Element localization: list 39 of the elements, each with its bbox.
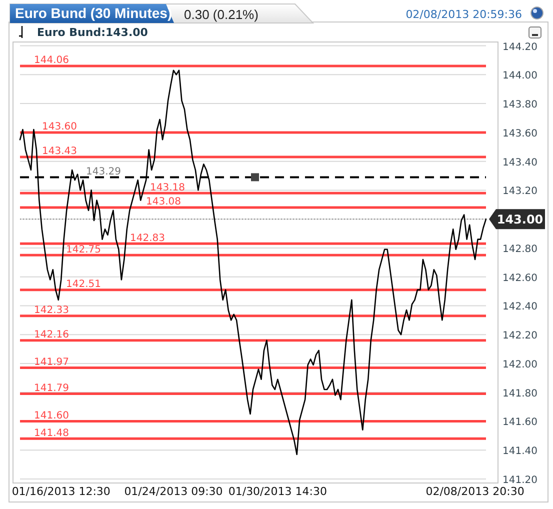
ref-line-label: 141.97 [34,357,69,368]
y-tick-label: 144.00 [502,70,538,82]
y-tick-label: 143.20 [502,186,538,198]
x-tick-label: 01/30/2013 14:30 [228,485,327,498]
y-tick-label: 141.20 [502,475,538,486]
ref-line-label: 142.33 [34,305,69,316]
ref-line-label: 141.79 [34,383,69,394]
y-tick-label: 143.40 [502,157,538,168]
y-tick-label: 142.20 [502,330,538,342]
y-tick-label: 142.00 [502,359,538,370]
ref-line-label: 143.43 [42,146,77,158]
y-tick-label: 143.80 [502,100,538,111]
text: 02/08/2013 20:59:36 [406,8,522,21]
x-tick-label: 01/16/2013 12:30 [12,485,110,498]
x-tick-label: 01/24/2013 09:30 [124,485,223,498]
ref-line-label: 141.48 [34,428,69,439]
ref-line-label: 143.18 [150,182,185,194]
y-tick-label: 142.80 [502,244,538,255]
ref-line-label: 144.06 [34,55,69,66]
chart-subtitle: 0.30 (0.21%) [184,7,258,22]
y-tick-label: 142.40 [502,302,538,313]
ref-line-label: 142.16 [34,330,69,341]
y-tick-label: 141.80 [502,388,538,400]
ref-line-label: 143.08 [146,196,181,208]
x-tick-label: 02/08/2013 20:30 [426,485,524,498]
ref-line-label: 143.00 [496,212,544,227]
y-tick-label: 144.20 [502,42,538,53]
ref-line-label: 143.60 [42,122,77,133]
y-tick-label: 143.60 [502,128,538,140]
line-series [19,70,487,456]
ref-line-label: 141.60 [34,410,69,422]
ref-line-label: 142.51 [66,279,101,290]
ref-line-label: 143.29 [86,166,121,178]
y-tick-label: 141.40 [502,446,538,458]
text: Euro Bund:143.00 [37,26,148,39]
ref-line-label: 142.83 [130,232,165,244]
y-tick-label: 141.60 [502,417,538,428]
ref-line-label: 142.75 [66,244,101,256]
y-tick-label: 142.60 [502,272,538,284]
